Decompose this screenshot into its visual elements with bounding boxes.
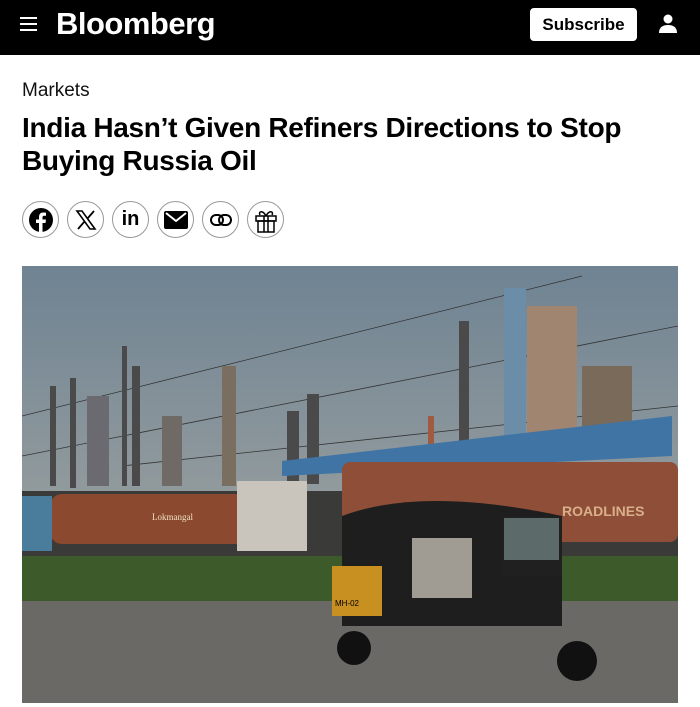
truck-text: Lokmangal xyxy=(152,512,193,522)
article-title: India Hasn’t Given Refiners Directions t… xyxy=(22,112,622,176)
user-icon[interactable] xyxy=(659,14,677,34)
gift-icon xyxy=(254,210,277,233)
email-icon xyxy=(163,210,188,229)
section-label[interactable]: Markets xyxy=(22,80,90,101)
linkedin-icon: in xyxy=(121,208,140,230)
x-icon xyxy=(74,209,97,230)
hamburger-icon[interactable] xyxy=(20,17,37,31)
share-bar: in xyxy=(22,201,284,238)
facebook-share-button[interactable] xyxy=(22,201,59,238)
link-icon xyxy=(209,213,232,226)
gift-article-button[interactable] xyxy=(247,201,284,238)
email-share-button[interactable] xyxy=(157,201,194,238)
facebook-icon xyxy=(28,207,53,232)
x-share-button[interactable] xyxy=(67,201,104,238)
article-photo: Lokmangal ROADLINES MH-02 xyxy=(22,266,678,703)
linkedin-share-button[interactable]: in xyxy=(112,201,149,238)
copy-link-button[interactable] xyxy=(202,201,239,238)
top-nav-bar: Bloomberg Subscribe xyxy=(0,0,700,55)
truck-text: ROADLINES xyxy=(562,503,644,519)
subscribe-button[interactable]: Subscribe xyxy=(530,8,637,41)
bloomberg-logo[interactable]: Bloomberg xyxy=(56,6,216,41)
license-plate: MH-02 xyxy=(335,599,360,608)
